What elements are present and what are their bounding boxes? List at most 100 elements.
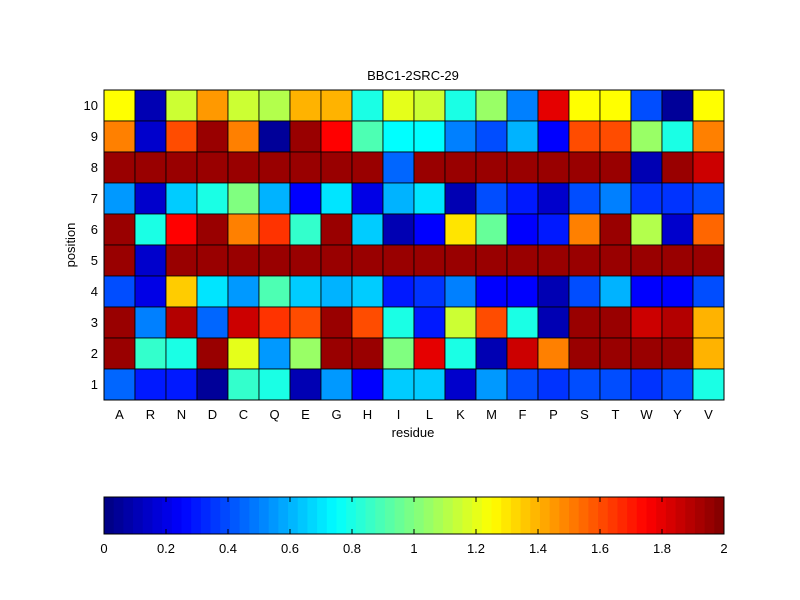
y-tick-label: 9 — [91, 129, 98, 144]
heatmap-cell — [692, 306, 725, 339]
heatmap-cell — [413, 213, 446, 246]
x-tick-label: R — [146, 407, 155, 422]
colorbar-swatch — [414, 497, 425, 534]
heatmap-cell — [692, 213, 725, 246]
heatmap-cell — [599, 213, 632, 246]
y-tick-label: 10 — [84, 98, 98, 113]
y-tick-label: 7 — [91, 191, 98, 206]
heatmap-cell — [506, 120, 539, 153]
x-tick-label: D — [208, 407, 217, 422]
heatmap-cell — [289, 275, 322, 308]
heatmap-cell — [661, 306, 694, 339]
x-tick-label: C — [239, 407, 248, 422]
heatmap-cell — [630, 120, 663, 153]
colorbar-tick-label: 1.6 — [591, 541, 609, 556]
heatmap-cell — [289, 306, 322, 339]
heatmap-cell — [351, 244, 384, 277]
heatmap-cell — [258, 368, 291, 401]
heatmap-cell — [599, 182, 632, 215]
colorbar-swatch — [123, 497, 134, 534]
heatmap-cell — [227, 213, 260, 246]
colorbar-swatch — [346, 497, 357, 534]
colorbar-tick-labels: 0 0.2 0.4 0.6 0.8 1 1.2 1.4 1.6 1.8 2 — [100, 497, 728, 556]
heatmap-cell — [196, 89, 229, 122]
colorbar-swatch — [646, 497, 657, 534]
heatmap-cell — [289, 368, 322, 401]
colorbar-swatch — [472, 497, 483, 534]
heatmap-cell — [444, 182, 477, 215]
colorbar-swatch — [627, 497, 638, 534]
heatmap-cell — [134, 120, 167, 153]
heatmap-cell — [134, 89, 167, 122]
heatmap-cell — [103, 244, 136, 277]
heatmap-cell — [227, 151, 260, 184]
colorbar-swatch — [530, 497, 541, 534]
x-tick-label: P — [549, 407, 558, 422]
plot-frame — [103, 89, 725, 401]
heatmap-cell — [351, 337, 384, 370]
heatmap-cell — [444, 213, 477, 246]
x-tick-label: A — [115, 407, 124, 422]
heatmap-cell — [413, 306, 446, 339]
heatmap-cell — [599, 368, 632, 401]
heatmap-cell — [134, 244, 167, 277]
heatmap-cell — [506, 213, 539, 246]
heatmap-cell — [661, 151, 694, 184]
heatmap-cell — [568, 337, 601, 370]
heatmap-cell — [692, 89, 725, 122]
colorbar-tick-label: 1.2 — [467, 541, 485, 556]
heatmap-cell — [537, 213, 570, 246]
colorbar-tick-label: 1 — [410, 541, 417, 556]
heatmap-cell — [320, 275, 353, 308]
heatmap-cell — [661, 275, 694, 308]
heatmap-cell — [537, 368, 570, 401]
heatmap-cell — [599, 244, 632, 277]
heatmap-cell — [568, 120, 601, 153]
heatmap-cell — [444, 120, 477, 153]
heatmap-cell — [320, 244, 353, 277]
x-tick-label: I — [397, 407, 401, 422]
colorbar-swatch — [297, 497, 308, 534]
heatmap-cell — [196, 306, 229, 339]
heatmap-cell — [630, 368, 663, 401]
heatmap-cell — [351, 306, 384, 339]
y-tick-label: 8 — [91, 160, 98, 175]
heatmap-cell — [630, 89, 663, 122]
colorbar-swatch — [375, 497, 386, 534]
heatmap-cell — [351, 213, 384, 246]
heatmap-cell — [227, 89, 260, 122]
colorbar-swatch — [520, 497, 531, 534]
heatmap-cell — [134, 306, 167, 339]
colorbar-swatch — [607, 497, 618, 534]
heatmap-cell — [692, 151, 725, 184]
colorbar-tick-label: 0.4 — [219, 541, 237, 556]
heatmap-cell — [351, 275, 384, 308]
heatmap-cell — [258, 182, 291, 215]
heatmap-cell — [196, 368, 229, 401]
colorbar-swatch — [588, 497, 599, 534]
heatmap-cell — [661, 182, 694, 215]
heatmap-cell — [382, 120, 415, 153]
heatmap-cell — [165, 89, 198, 122]
heatmap-cell — [289, 89, 322, 122]
heatmap-cell — [320, 306, 353, 339]
colorbar-swatch — [191, 497, 202, 534]
heatmap-cell — [165, 275, 198, 308]
x-tick-label: G — [331, 407, 341, 422]
colorbar-swatch — [268, 497, 279, 534]
heatmap-cell — [103, 89, 136, 122]
colorbar-swatch — [152, 497, 163, 534]
colorbar-tick-label: 1.8 — [653, 541, 671, 556]
heatmap-cell — [413, 120, 446, 153]
heatmap-cell — [134, 213, 167, 246]
heatmap-cell — [165, 306, 198, 339]
heatmap-cell — [661, 213, 694, 246]
colorbar-swatch — [210, 497, 221, 534]
heatmap-cell — [382, 244, 415, 277]
colorbar-swatch — [142, 497, 153, 534]
heatmap-cell — [661, 337, 694, 370]
heatmap-cell — [506, 368, 539, 401]
heatmap-cell — [599, 89, 632, 122]
x-tick-label: Y — [673, 407, 682, 422]
colorbar-swatch — [694, 497, 706, 534]
